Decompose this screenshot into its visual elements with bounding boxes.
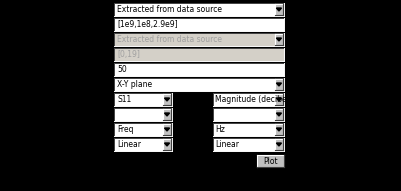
Text: S11: S11: [117, 95, 131, 104]
Text: Yformat2:: Yformat2:: [174, 110, 211, 119]
Bar: [213, 93, 284, 106]
Text: Xscale:: Xscale:: [184, 140, 211, 149]
Text: Frequency data (Hz):: Frequency data (Hz):: [32, 20, 113, 29]
Text: Hz: Hz: [215, 125, 225, 134]
Bar: [114, 108, 172, 121]
Text: Reference impedance (ohms):: Reference impedance (ohms):: [0, 65, 113, 74]
Polygon shape: [276, 83, 282, 86]
Text: Source of input power data:: Source of input power data:: [6, 35, 113, 44]
Bar: [275, 79, 283, 90]
Text: Input power data (dBm):: Input power data (dBm):: [18, 50, 113, 59]
Text: [1e9,1e8,2.9e9]: [1e9,1e8,2.9e9]: [117, 20, 178, 29]
Polygon shape: [164, 98, 170, 101]
Polygon shape: [276, 143, 282, 146]
Bar: [114, 48, 284, 61]
Bar: [213, 138, 284, 151]
Text: Source of frequency data:: Source of frequency data:: [14, 5, 113, 14]
Bar: [275, 4, 283, 15]
Text: 50: 50: [117, 65, 127, 74]
Bar: [163, 124, 171, 135]
Bar: [213, 108, 284, 121]
Bar: [275, 124, 283, 135]
Text: Yformat1:: Yformat1:: [174, 95, 211, 104]
Bar: [114, 138, 172, 151]
Bar: [275, 139, 283, 150]
Bar: [275, 109, 283, 120]
Text: [0,19]: [0,19]: [117, 50, 140, 59]
Text: Magnitude (decibels): Magnitude (decibels): [215, 95, 296, 104]
Bar: [163, 94, 171, 105]
Bar: [114, 63, 284, 76]
Bar: [257, 155, 284, 167]
Text: Y parameter2:: Y parameter2:: [58, 110, 113, 119]
Text: Y scale:: Y scale:: [83, 140, 113, 149]
Text: Plot: Plot: [263, 156, 278, 165]
Bar: [114, 78, 284, 91]
Bar: [114, 18, 284, 31]
Bar: [163, 109, 171, 120]
Text: Y parameter1:: Y parameter1:: [58, 95, 113, 104]
Bar: [114, 33, 284, 46]
Polygon shape: [276, 8, 282, 11]
Text: X-Y plane: X-Y plane: [117, 80, 152, 89]
Polygon shape: [276, 38, 282, 41]
Bar: [213, 123, 284, 136]
Text: Linear: Linear: [215, 140, 239, 149]
Polygon shape: [276, 128, 282, 131]
Polygon shape: [276, 98, 282, 101]
Text: Plot type:: Plot type:: [76, 80, 113, 89]
Polygon shape: [164, 113, 170, 116]
Polygon shape: [276, 113, 282, 116]
Text: Freq: Freq: [117, 125, 134, 134]
Polygon shape: [164, 143, 170, 146]
Bar: [114, 3, 284, 16]
Text: Extracted from data source: Extracted from data source: [117, 35, 222, 44]
Text: Linear: Linear: [117, 140, 141, 149]
Bar: [275, 94, 283, 105]
Text: Extracted from data source: Extracted from data source: [117, 5, 222, 14]
Text: Xformat:: Xformat:: [178, 125, 211, 134]
Text: X parameter:: X parameter:: [62, 125, 113, 134]
Polygon shape: [164, 128, 170, 131]
Bar: [114, 93, 172, 106]
Bar: [114, 123, 172, 136]
Bar: [275, 34, 283, 45]
Bar: [163, 139, 171, 150]
